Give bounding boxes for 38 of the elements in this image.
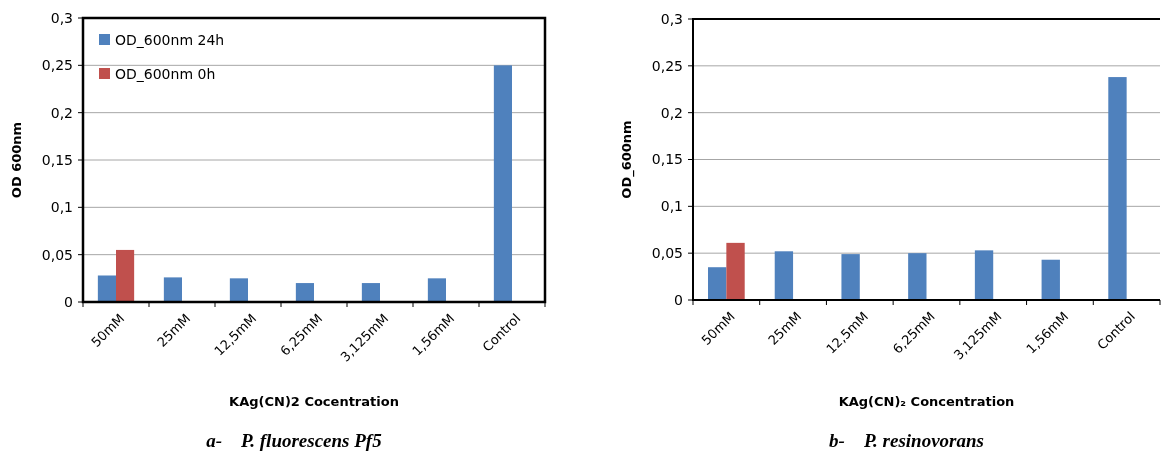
y-axis-title: OD 600nm <box>9 121 24 199</box>
y-tick-label: 0,25 <box>41 57 73 74</box>
y-tick-label: 0,15 <box>41 151 73 168</box>
bar <box>163 277 182 302</box>
bar <box>295 283 314 302</box>
y-tick-label: 0,3 <box>660 10 683 27</box>
legend-label: OD_600nm 0h <box>115 65 216 82</box>
bar <box>726 242 745 300</box>
bar <box>361 283 380 302</box>
x-axis-title: KAg(CN)₂ Concentration <box>838 394 1015 409</box>
y-tick-label: 0,05 <box>41 246 73 263</box>
bar <box>1041 259 1060 300</box>
y-tick-label: 0,1 <box>660 198 683 215</box>
y-tick-label: 0,05 <box>651 245 683 262</box>
y-tick-label: 0,3 <box>50 9 73 26</box>
y-tick-label: 0,25 <box>651 57 683 74</box>
bar <box>427 278 446 302</box>
text: a- P. fluorescens Pf5 <box>206 430 383 451</box>
x-axis-title: KAg(CN)2 Cocentration <box>229 394 399 409</box>
y-tick-label: 0,2 <box>660 104 683 121</box>
y-tick-label: 0,2 <box>50 104 73 121</box>
bar <box>97 275 116 302</box>
legend-label: OD_600nm 24h <box>115 31 225 48</box>
bar <box>116 249 135 302</box>
bar <box>493 65 512 302</box>
y-tick-label: 0,1 <box>50 199 73 216</box>
bar <box>708 267 727 300</box>
bar <box>774 251 794 300</box>
y-tick-label: 0 <box>64 293 73 310</box>
text: b- P. resinovorans <box>829 430 984 451</box>
y-tick-label: 0,15 <box>651 151 683 168</box>
bar <box>1108 77 1127 300</box>
bar <box>974 250 994 300</box>
bar <box>908 253 927 300</box>
y-axis-title: OD_600nm <box>619 120 635 199</box>
bar <box>841 254 860 300</box>
y-tick-label: 0 <box>674 291 683 308</box>
bar <box>229 278 248 302</box>
